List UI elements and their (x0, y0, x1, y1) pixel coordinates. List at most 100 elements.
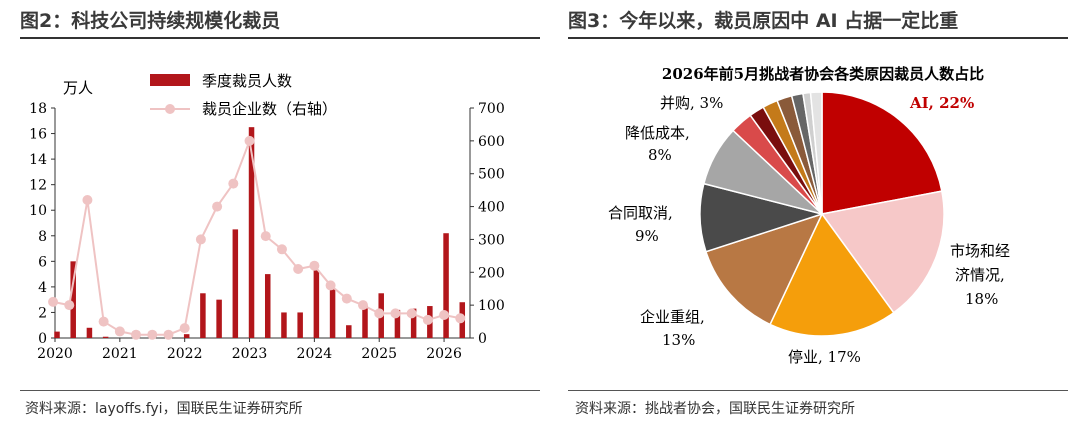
company-count-point (293, 264, 304, 274)
company-count-point (390, 308, 401, 319)
right-y-tick-label: 600 (478, 134, 505, 150)
pie-label-market-1: 市场和经 (950, 242, 1010, 260)
legend: 季度裁员人数 裁员企业数（右轴） (150, 72, 337, 118)
left-unit-label: 万人 (63, 79, 93, 97)
pie-label-close: 停业, 17% (788, 348, 861, 366)
legend-line-label: 裁员企业数（右轴） (202, 100, 337, 118)
quarterly-layoff-bar (264, 274, 271, 338)
right-title-rule (568, 37, 1068, 39)
quarterly-layoff-bar (443, 233, 449, 338)
pie-label-cost-1: 降低成本, (625, 124, 690, 142)
left-y-tick-label: 16 (29, 127, 47, 143)
company-count-point (455, 313, 466, 324)
company-count-point (406, 308, 417, 319)
pie-label-ai: AI, 22% (909, 94, 974, 112)
quarterly-layoff-bar (394, 309, 401, 338)
quarterly-layoff-bar (362, 306, 368, 338)
quarterly-layoff-bar (346, 325, 352, 338)
right-panel-title: 图3：今年以来，裁员原因中 AI 占据一定比重 (568, 10, 959, 32)
legend-bar-label: 季度裁员人数 (202, 72, 292, 90)
left-y-tick-label: 10 (29, 203, 47, 219)
right-source: 资料来源：挑战者协会，国联民生证券研究所 (575, 401, 855, 417)
company-count-point (325, 280, 336, 291)
company-count-point (163, 329, 174, 340)
company-count-point (195, 234, 206, 245)
pie-slice (820, 190, 945, 314)
quarterly-layoff-bar (410, 308, 417, 338)
left-y-tick-label: 14 (29, 152, 47, 168)
pie-label-cost-2: 8% (648, 146, 672, 164)
quarterly-layoff-bar (297, 312, 303, 338)
quarterly-layoff-bar (248, 127, 255, 339)
company-count-line (52, 137, 461, 336)
x-tick-label: 2024 (297, 346, 333, 362)
company-count-point (309, 260, 320, 271)
left-y-tick-label: 6 (38, 254, 47, 270)
pie-slice (769, 212, 895, 337)
x-tick-label: 2023 (232, 346, 268, 362)
x-tick-label: 2022 (167, 346, 203, 362)
left-y-tick-label: 8 (38, 229, 47, 245)
company-count-point (358, 300, 369, 311)
company-count-point (244, 135, 255, 146)
quarterly-layoff-bar (313, 270, 320, 338)
left-source-rule (20, 390, 540, 391)
layoff-reason-pie-chart: 2026年前5月挑战者协会各类原因裁员人数占比 AI, 22% 市场和经 济情况… (608, 65, 1010, 366)
quarterly-layoff-bar (183, 334, 190, 338)
left-y-tick-label: 4 (38, 280, 47, 296)
pie-slice (821, 91, 943, 215)
quarterly-layoff-bar (281, 312, 287, 338)
pie-label-contract-1: 合同取消, (608, 204, 673, 222)
company-count-point (228, 178, 239, 189)
left-source: 资料来源：layoffs.fyi，国联民生证券研究所 (25, 401, 303, 417)
quarterly-layoff-bar (232, 229, 239, 338)
right-source-rule (568, 390, 1068, 391)
x-tick-label: 2026 (426, 346, 462, 362)
pie-label-restructure-1: 企业重组, (640, 308, 705, 326)
company-count-point (260, 231, 271, 242)
left-y-tick-label: 12 (29, 178, 47, 194)
right-y-tick-label: 0 (478, 331, 487, 347)
quarterly-layoff-bar (86, 327, 93, 338)
left-panel-title: 图2：科技公司持续规模化裁员 (20, 10, 281, 32)
left-title-rule (20, 37, 540, 39)
right-y-tick-label: 400 (478, 200, 505, 216)
pie-label-restructure-2: 13% (662, 331, 695, 349)
pie-slice (809, 91, 823, 215)
company-count-point (131, 329, 142, 340)
pie-title: 2026年前5月挑战者协会各类原因裁员人数占比 (662, 65, 984, 83)
layoff-bar-line-chart: 万人 0 2 4 6 8 10 12 14 16 18 0 100 200 300 400 500 600 700… (29, 72, 505, 362)
left-y-tick-label: 0 (38, 331, 47, 347)
quarterly-layoff-bar (329, 289, 336, 338)
company-count-point (147, 329, 158, 340)
pie-label-market-2: 济情况, (955, 266, 1005, 284)
left-y-tick-label: 18 (29, 101, 47, 117)
pie-slice (705, 212, 824, 326)
company-count-point (374, 308, 385, 319)
company-count-point (64, 300, 75, 311)
company-count-point (439, 310, 450, 320)
right-y-tick-label: 300 (478, 232, 505, 248)
pie-label-market-3: 18% (965, 290, 998, 308)
quarterly-layoff-bar (216, 299, 222, 338)
x-tick-label: 2021 (102, 346, 138, 362)
left-y-tick-label: 2 (38, 305, 47, 321)
quarterly-layoff-bar (200, 293, 206, 338)
pie-label-contract-2: 9% (635, 227, 659, 245)
quarterly-layoff-bar (102, 336, 109, 338)
right-y-tick-label: 100 (478, 298, 505, 314)
legend-line-marker (165, 104, 175, 114)
company-count-point (276, 244, 287, 255)
right-y-tick-label: 500 (478, 167, 505, 183)
right-y-tick-label: 200 (478, 265, 505, 281)
legend-bar-swatch (150, 74, 190, 86)
company-count-point (341, 293, 352, 304)
quarterly-layoff-bar (54, 331, 60, 338)
company-count-point (422, 314, 433, 325)
company-count-point (48, 296, 59, 307)
company-count-point (114, 326, 125, 337)
company-count-point (212, 201, 223, 212)
company-count-point (82, 195, 93, 205)
quarterly-layoff-bar (70, 261, 76, 338)
company-count-point (98, 316, 109, 327)
